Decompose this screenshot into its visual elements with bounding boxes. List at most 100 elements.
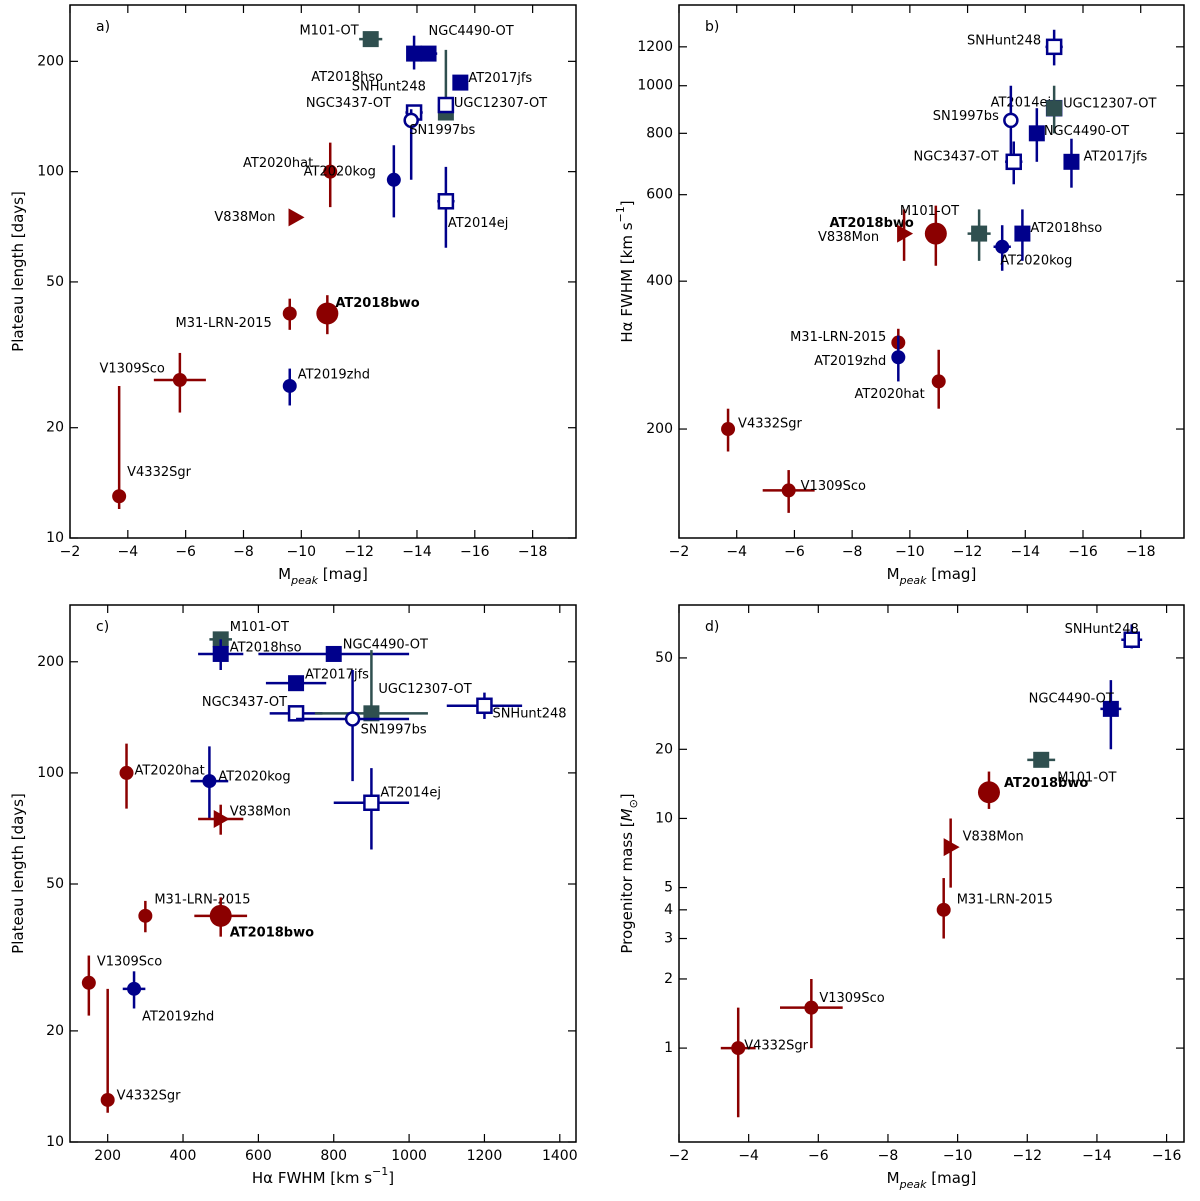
point-label: AT2017jfs [1083,149,1147,164]
data-point [190,746,229,820]
plot-frame [69,4,577,539]
axis-label-part: M [278,565,291,583]
marker [437,193,455,210]
x-tick-label: 1200 [467,1148,503,1164]
data-point [138,900,153,933]
y-tick-label: 1000 [637,78,673,94]
marker [127,981,142,996]
point-label: M101-OT [299,24,358,39]
point-label: NGC4490-OT [429,24,514,39]
data-point [198,804,244,835]
data-point [780,978,843,1049]
point-label: SN1997bs [933,109,999,124]
marker [406,45,423,62]
point-label: V1309Sco [97,954,162,969]
data-point [993,225,1011,271]
data-point [1100,680,1122,750]
x-axis-label: Mpeak [mag] [278,565,368,587]
marker [943,838,960,857]
marker [452,74,469,91]
point-label: V838Mon [818,230,879,245]
point-label: V4332Sgr [127,465,191,480]
point-label: AT2014ej [380,785,441,800]
marker [288,675,305,692]
marker [1003,112,1019,129]
data-point [288,208,305,227]
point-label: M31-LRN-2015 [176,316,272,331]
data-point [333,768,410,850]
point-label: AT2014ej [448,216,509,231]
x-tick-label: −6 [175,544,196,560]
data-point [282,298,297,330]
point-label: AT2018hso [230,640,302,655]
marker [420,45,437,62]
data-point [269,705,323,722]
data-point [762,470,815,513]
data-point [386,145,401,218]
point-label: AT2018hso [311,70,383,85]
panel-label: c) [96,619,109,635]
x-tick-label: −2 [669,544,690,560]
x-tick-label: −4 [726,544,747,560]
point-label: AT2019zhd [298,367,370,382]
axis-label-part: [mag] [927,565,977,583]
marker [363,794,380,812]
y-tick-label: 2 [664,971,673,987]
point-label: M101-OT [1057,770,1116,785]
marker [1123,631,1141,648]
data-point [924,205,947,266]
marker [325,645,342,662]
point-label: UGC12307-OT [1063,97,1156,112]
point-label: V838Mon [230,805,291,820]
marker [897,224,914,243]
point-label: AT2020hat [854,387,924,402]
data-point [314,650,428,722]
point-label: NGC4490-OT [343,637,428,652]
x-tick-label: −18 [1126,544,1156,560]
axis-label-part: Hα FWHM [km s [618,222,636,342]
y-tick-label: 3 [664,931,673,947]
y-tick-label: 1200 [637,39,673,55]
point-label: AT2018bwo [230,925,314,940]
x-tick-label: 800 [320,1148,347,1164]
data-point [897,209,914,261]
marker [1014,225,1031,242]
x-tick-label: 1000 [391,1148,427,1164]
y-tick-label: 200 [37,53,64,69]
point-label: V4332Sgr [738,417,802,432]
marker [1063,153,1080,170]
point-label: V1309Sco [100,361,165,376]
x-tick-label: −6 [808,1148,829,1164]
point-label: AT2018bwo [335,296,419,311]
axis-label-part: Hα FWHM [km s [252,1169,372,1187]
marker [386,172,401,187]
point-label: NGC4490-OT [1044,124,1129,139]
data-point [81,955,96,1016]
x-axis-label: Hα FWHM [km s−1] [252,1165,394,1187]
axis-label-part: ] [618,200,636,206]
point-label: V838Mon [214,210,275,225]
data-point [721,408,736,452]
marker [1046,100,1063,117]
y-tick-label: 10 [46,1134,64,1150]
point-label: SN1997bs [361,722,427,737]
x-tick-label: 200 [94,1148,121,1164]
data-point [1045,29,1063,66]
x-tick-label: −12 [953,544,983,560]
data-point [119,743,134,809]
axis-label-part: M [618,808,636,821]
y-tick-label: 50 [46,274,64,290]
x-tick-label: −8 [842,544,863,560]
data-point [296,669,410,782]
marker [437,96,455,114]
marker [362,31,379,48]
marker [936,902,951,917]
point-label: SNHunt248 [492,706,566,721]
data-point [316,295,339,335]
marker [1005,153,1022,171]
marker [213,810,230,829]
point-label: AT2017jfs [305,668,369,683]
data-point [1003,85,1019,162]
point-label: V1309Sco [819,991,884,1006]
panel-label: d) [705,619,719,635]
